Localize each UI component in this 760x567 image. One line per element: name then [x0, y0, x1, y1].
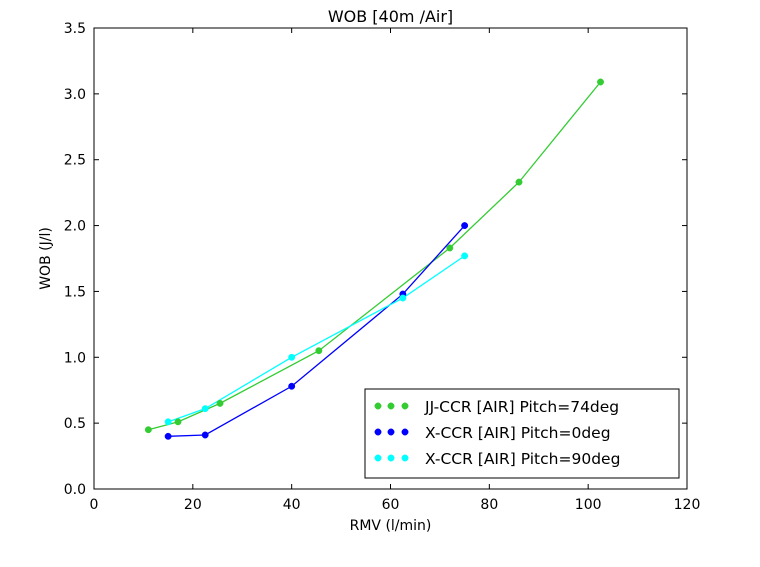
data-point: [315, 347, 323, 355]
y-tick-label: 1.0: [64, 350, 86, 366]
legend-frame: [364, 388, 680, 479]
data-point: [144, 426, 152, 434]
data-point: [201, 431, 209, 439]
data-point: [174, 418, 182, 426]
legend-marker: [374, 428, 382, 436]
y-tick-label: 1.5: [64, 284, 86, 300]
legend-marker: [374, 402, 382, 410]
data-point: [216, 399, 224, 407]
data-point: [201, 405, 209, 413]
y-tick-label: 3.5: [64, 21, 86, 37]
legend-marker: [387, 402, 395, 410]
y-tick-label: 2.0: [64, 219, 86, 235]
legend-label: X-CCR [AIR] Pitch=90deg: [425, 450, 620, 468]
x-tick-label: 0: [90, 497, 99, 513]
data-point: [446, 244, 454, 252]
legend-label: JJ-CCR [AIR] Pitch=74deg: [424, 398, 619, 416]
legend-marker: [401, 402, 409, 410]
x-tick-label: 120: [674, 497, 701, 513]
y-axis-title: WOB (J/l): [38, 227, 54, 290]
y-tick-label: 2.5: [64, 153, 86, 169]
data-point: [597, 78, 604, 86]
x-tick-label: 80: [480, 497, 498, 513]
legend-marker: [387, 428, 395, 436]
data-point: [164, 432, 172, 440]
data-point: [288, 353, 296, 361]
legend-marker: [387, 454, 395, 462]
series-markers: [144, 78, 604, 440]
legend-marker: [374, 454, 382, 462]
y-tick-label: 3.0: [64, 87, 86, 103]
x-tick-label: 100: [575, 497, 602, 513]
x-axis: 0 20 40 60 80 100 120: [90, 28, 701, 513]
data-point: [515, 178, 523, 186]
legend: JJ-CCR [AIR] Pitch=74deg X-CCR [AIR] Pitc…: [364, 388, 680, 479]
y-tick-label: 0.5: [64, 416, 86, 432]
y-tick-label: 0.0: [64, 482, 86, 498]
data-point: [164, 418, 172, 426]
data-point: [288, 382, 296, 390]
x-tick-label: 20: [184, 497, 202, 513]
data-point: [399, 294, 407, 302]
legend-marker: [401, 428, 409, 436]
y-axis: 0.0 0.5 1.0 1.5 2.0 2.5 3.0 3.5: [64, 21, 687, 498]
x-tick-label: 60: [382, 497, 400, 513]
legend-label: X-CCR [AIR] Pitch=0deg: [425, 424, 611, 442]
x-axis-title: RMV (l/min): [350, 518, 432, 534]
legend-marker: [401, 454, 409, 462]
x-tick-label: 40: [283, 497, 301, 513]
data-point: [461, 222, 469, 230]
data-point: [461, 252, 469, 260]
chart-title: WOB [40m /Air]: [328, 7, 453, 26]
